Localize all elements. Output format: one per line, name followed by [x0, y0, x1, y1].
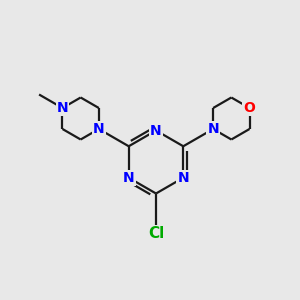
Text: N: N: [123, 171, 134, 185]
Text: N: N: [57, 101, 68, 115]
Text: N: N: [150, 124, 162, 137]
Text: O: O: [244, 101, 256, 115]
Text: N: N: [93, 122, 105, 136]
Text: N: N: [178, 171, 189, 185]
Text: Cl: Cl: [148, 226, 164, 241]
Text: N: N: [207, 122, 219, 136]
